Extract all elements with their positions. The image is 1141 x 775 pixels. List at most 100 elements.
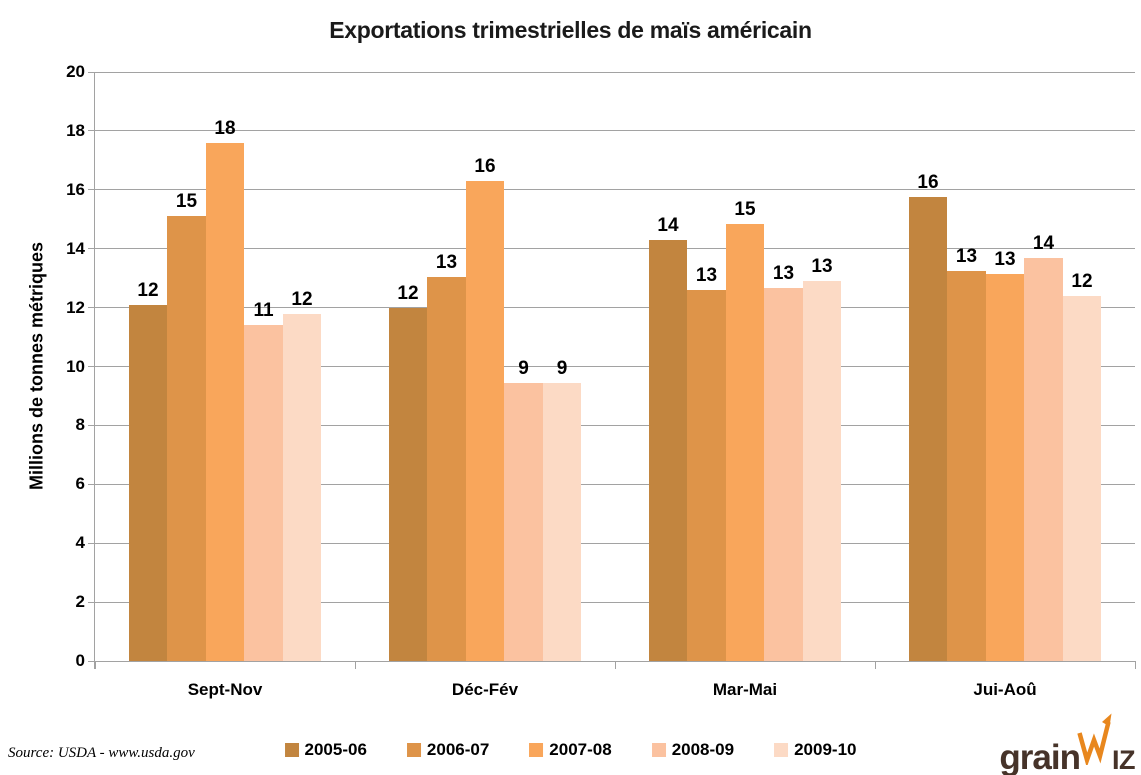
y-axis-tick (88, 601, 95, 603)
legend-item: 2006-07 (406, 740, 490, 760)
bar-group: 12 13 16 9 9 (355, 72, 615, 661)
bar-2006-07: 13 (687, 265, 726, 661)
legend-swatch (651, 743, 666, 757)
grainwiz-logo: grain IZ (999, 713, 1136, 775)
y-axis-tick (88, 542, 95, 544)
bar-value-label: 9 (518, 357, 529, 379)
bar-2005-06: 14 (648, 215, 688, 661)
bar-2006-07: 13 (947, 246, 986, 661)
x-axis-tick (94, 661, 96, 669)
legend-swatch (406, 743, 421, 757)
bar-value-label: 15 (734, 198, 756, 220)
chart-title: Exportations trimestrielles de maïs amér… (329, 17, 812, 43)
gridline (95, 601, 1135, 603)
legend-item: 2008-09 (651, 740, 735, 760)
bar-2008-09: 9 (504, 358, 543, 661)
bar-value-label: 12 (137, 279, 159, 301)
legend-swatch (284, 743, 299, 757)
bar-value-label: 13 (955, 245, 978, 267)
y-axis-tick (88, 71, 95, 73)
bar-value-label: 12 (291, 288, 313, 310)
gridline (95, 130, 1135, 132)
gridline (95, 366, 1135, 367)
bar-2006-07: 13 (427, 252, 466, 661)
bar-value-label: 15 (175, 191, 198, 213)
legend-item: 2005-06 (284, 740, 367, 760)
y-axis-tick-label: 4 (75, 533, 85, 553)
bar-2009-10: 12 (1062, 271, 1102, 661)
bar-value-label: 16 (917, 172, 939, 194)
x-axis-tick (614, 661, 616, 669)
x-axis-tick (1134, 661, 1136, 669)
legend-swatch (529, 743, 544, 757)
bar-value-label: 16 (474, 155, 496, 177)
bar-2007-08: 15 (725, 199, 765, 661)
y-axis-tick (88, 483, 95, 485)
x-axis-label: Déc-Fév (451, 680, 519, 699)
y-axis-tick-label: 12 (66, 297, 85, 317)
bar-value-label: 13 (772, 263, 795, 285)
y-axis-tick (88, 424, 95, 426)
bar-value-label: 12 (1071, 270, 1093, 292)
y-axis-tick-label: 2 (75, 592, 85, 612)
bar-2007-08: 16 (465, 156, 505, 661)
legend: 2005-06 2006-07 2007-08 2008-09 2009-10 (284, 740, 856, 760)
bar-2008-09: 11 (244, 300, 283, 661)
bar-group: 14 13 15 13 13 (615, 72, 875, 661)
bar-group: 16 13 13 14 12 (875, 72, 1135, 661)
bar-2007-08: 18 (205, 118, 245, 661)
y-axis-tick (88, 248, 95, 250)
y-axis-line (94, 72, 95, 669)
x-axis-tick (354, 661, 356, 669)
source-note: Source: USDA - www.usda.gov (8, 745, 195, 761)
gridline (95, 483, 1135, 485)
y-axis-tick (88, 189, 95, 191)
bar-value-label: 13 (811, 256, 833, 278)
gridline (95, 542, 1135, 544)
y-axis-tick-label: 14 (66, 238, 85, 258)
y-axis-tick-label: 0 (75, 651, 85, 670)
bar-group: 12 15 18 11 12 (95, 72, 355, 661)
logo-text-iz: IZ (1112, 744, 1136, 775)
y-axis-tick (88, 130, 95, 132)
legend-label: 2006-07 (426, 740, 490, 759)
bar-2005-06: 12 (388, 283, 428, 661)
bar-2005-06: 12 (128, 280, 168, 661)
bar-2005-06: 16 (908, 172, 948, 661)
x-axis-label: Mar-Mai (712, 680, 778, 699)
x-axis-label: Jui-Aoû (973, 680, 1037, 699)
gridline (95, 71, 1135, 73)
legend-item: 2009-10 (774, 740, 856, 760)
plot-area: 0 2 4 6 8 10 12 14 16 18 20 12 15 18 11 12 Sept-Nov 12 13 1… (66, 62, 1136, 699)
y-axis-tick-label: 16 (66, 179, 85, 199)
gridline (95, 307, 1135, 309)
y-axis-tick (88, 366, 95, 367)
bar-2007-08: 13 (985, 249, 1025, 661)
bar-value-label: 12 (397, 282, 419, 304)
bar-2009-10: 12 (282, 289, 322, 661)
bar-2009-10: 9 (542, 358, 582, 661)
bar-value-label: 9 (556, 357, 568, 379)
y-axis-tick (88, 307, 95, 309)
x-axis-label: Sept-Nov (187, 680, 263, 699)
legend-label: 2008-09 (671, 740, 735, 759)
y-axis-tick-label: 6 (75, 474, 85, 494)
logo-arrow-icon (1077, 713, 1114, 770)
gridline (95, 248, 1135, 250)
bar-value-label: 11 (253, 300, 274, 322)
bar-value-label: 14 (657, 214, 679, 236)
legend-label: 2007-08 (549, 740, 612, 759)
y-axis-tick-label: 8 (75, 415, 85, 435)
gridline (95, 189, 1135, 191)
legend-label: 2009-10 (794, 740, 857, 759)
y-axis-tick-label: 20 (66, 62, 85, 81)
bar-value-label: 14 (1032, 232, 1055, 254)
y-axis-tick-label: 10 (66, 356, 85, 376)
gridline (95, 424, 1135, 426)
bar-value-label: 18 (214, 117, 236, 139)
bar-value-label: 13 (994, 248, 1016, 270)
legend-item: 2007-08 (529, 740, 612, 760)
bar-value-label: 13 (695, 264, 718, 286)
bar-2008-09: 14 (1024, 233, 1063, 661)
